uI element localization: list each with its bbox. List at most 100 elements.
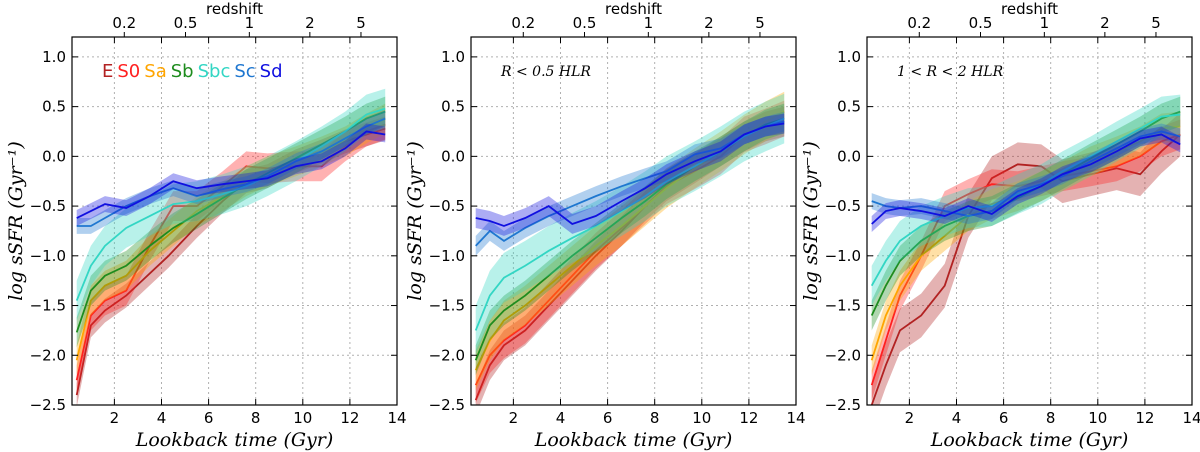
band-sbc (871, 94, 1181, 306)
x-axis-title: Lookback time (Gyr) (135, 429, 334, 451)
y-tick-label: −2.0 (825, 346, 861, 364)
x-tick-label: 12 (340, 409, 359, 427)
legend-entry-sc: Sc (234, 61, 255, 82)
band-sb (475, 103, 785, 376)
series-line-s0 (870, 133, 1181, 386)
y-tick-label: −2.0 (30, 346, 66, 364)
y-tick-label: 0.5 (441, 98, 465, 116)
x-tick-label: 8 (1046, 409, 1056, 427)
y-tick-label: −1.0 (30, 247, 66, 265)
panel-2: 2 4 6 8 10 12 14−2.5−2.0−1.5−1.0−0.50.00.51.00… (404, 0, 806, 451)
panel-3: 2 4 6 8 10 12 14−2.5−2.0−1.5−1.0−0.50.00.51.00… (800, 0, 1200, 451)
legend-entry-sb: Sb (171, 61, 194, 82)
band-sd (76, 123, 386, 226)
redshift-tick-label: 0.2 (112, 14, 136, 32)
series-line-sb (870, 110, 1181, 316)
x-tick-label: 10 (1088, 409, 1107, 427)
redshift-tick-label: 2 (305, 14, 315, 32)
x-tick-label: 8 (251, 409, 261, 427)
y-tick-label: −1.5 (429, 297, 465, 315)
redshift-tick-label: 2 (704, 14, 714, 32)
x-tick-label: 4 (157, 409, 167, 427)
legend-entry-sa: Sa (144, 61, 166, 82)
series-line-sc (76, 117, 386, 227)
series-line-sbc (75, 107, 386, 301)
x-tick-label: 2 (509, 409, 519, 427)
plot-area (870, 94, 1181, 405)
redshift-axis-title: redshift (206, 0, 263, 18)
x-tick-label: 8 (650, 409, 660, 427)
y-axis-title: log sSFR (Gyr⁻¹) (5, 141, 27, 300)
band-sc (76, 110, 386, 234)
series-line-sd (76, 130, 386, 219)
axes-frame (71, 36, 398, 406)
x-tick-label: 6 (204, 409, 214, 427)
y-tick-label: 0.0 (441, 147, 465, 165)
band-e (475, 106, 785, 405)
band-s0 (76, 109, 386, 396)
y-tick-label: −1.0 (825, 247, 861, 265)
x-tick-label: 2 (110, 409, 120, 427)
x-tick-label: 10 (293, 409, 312, 427)
band-sd (475, 113, 785, 236)
x-axis-title: Lookback time (Gyr) (930, 429, 1129, 451)
series-line-sc (871, 130, 1181, 217)
x-tick-label: 12 (739, 409, 758, 427)
legend-entry-sbc: Sbc (198, 61, 231, 82)
y-tick-label: −2.5 (825, 396, 861, 414)
y-tick-label: −0.5 (825, 197, 861, 215)
series-line-sa (75, 117, 386, 361)
y-tick-label: 0.0 (42, 147, 66, 165)
x-tick-label: 14 (786, 409, 805, 427)
legend-entry-e: E (102, 61, 113, 82)
x-tick-label: 14 (387, 409, 406, 427)
redshift-tick-label: 2 (1100, 14, 1110, 32)
series-line-sbc (870, 113, 1181, 287)
band-sd (871, 126, 1181, 232)
y-tick-label: −1.0 (429, 247, 465, 265)
redshift-tick-label: 0.2 (907, 14, 931, 32)
y-tick-label: −0.5 (429, 197, 465, 215)
legend-entry-sd: Sd (260, 61, 283, 82)
y-tick-label: 0.0 (837, 147, 861, 165)
y-tick-label: 1.0 (42, 48, 66, 66)
y-axis-title: log sSFR (Gyr⁻¹) (404, 141, 426, 300)
x-tick-label: 12 (1135, 409, 1154, 427)
redshift-axis-title: redshift (605, 0, 662, 18)
redshift-tick-label: 1 (245, 14, 255, 32)
redshift-tick-label: 1 (644, 14, 654, 32)
x-axis-title: Lookback time (Gyr) (534, 429, 733, 451)
y-tick-label: 1.0 (837, 48, 861, 66)
y-tick-label: −2.5 (429, 396, 465, 414)
x-tick-label: 14 (1182, 409, 1200, 427)
legend: E S0 Sa Sb Sbc Sc Sd (102, 61, 283, 82)
panel-1: 2 4 6 8 10 12 14−2.5−2.0−1.5−1.0−0.50.00.51.00… (5, 0, 407, 451)
band-e (871, 112, 1181, 405)
redshift-tick-label: 1 (1040, 14, 1050, 32)
y-tick-label: −2.5 (30, 396, 66, 414)
series-line-sd (871, 133, 1181, 225)
series-line-sd (475, 122, 785, 227)
plot-area (474, 91, 785, 405)
series-line-e (870, 133, 1181, 405)
x-tick-label: 4 (556, 409, 566, 427)
panel-annotation: 1 < R < 2 HLR (897, 64, 1004, 80)
axes-frame (470, 36, 797, 406)
band-sc (871, 123, 1181, 224)
redshift-tick-label: 0.2 (511, 14, 535, 32)
plot-area (75, 88, 386, 405)
y-tick-label: −0.5 (30, 197, 66, 215)
series-line-sbc (474, 117, 785, 331)
redshift-tick-label: 5 (356, 14, 366, 32)
y-tick-label: 0.5 (837, 98, 861, 116)
band-sa (475, 91, 785, 391)
redshift-axis-title: redshift (1001, 0, 1058, 18)
band-s0 (475, 100, 785, 404)
band-sa (871, 111, 1181, 376)
x-tick-label: 6 (999, 409, 1009, 427)
panel-annotation: R < 0.5 HLR (500, 64, 591, 80)
x-tick-label: 10 (692, 409, 711, 427)
x-tick-label: 6 (603, 409, 613, 427)
y-tick-label: −1.5 (825, 297, 861, 315)
